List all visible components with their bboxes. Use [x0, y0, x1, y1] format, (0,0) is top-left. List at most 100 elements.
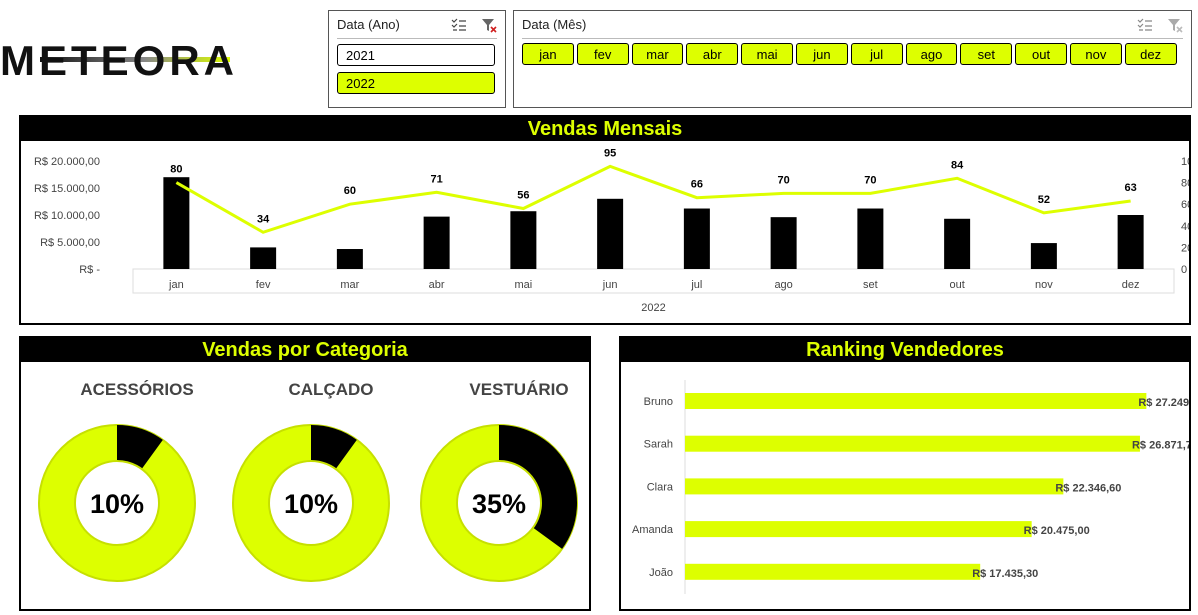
- target-line: [175, 164, 1131, 234]
- line-data-label-jun: 95: [604, 147, 616, 159]
- month-button-set[interactable]: set: [960, 43, 1013, 65]
- x-tick-dez: dez: [1122, 279, 1140, 291]
- line-data-label-ago: 70: [778, 174, 790, 186]
- x-tick-jul: jul: [690, 279, 702, 291]
- left-axis-tick: R$ -: [79, 264, 100, 276]
- category-axis-box: [132, 268, 1175, 294]
- multi-select-icon[interactable]: [451, 17, 467, 33]
- seller-name-4: João: [649, 567, 673, 579]
- right-axis-tick: 100: [1181, 156, 1189, 168]
- monthly-bar-set: [857, 208, 884, 269]
- line-data-label-set: 70: [864, 174, 876, 186]
- donut-percent-2: 35%: [472, 489, 526, 519]
- seller-value-3: R$ 20.475,00: [1024, 525, 1090, 537]
- donut-share-0: [116, 425, 163, 470]
- month-button-mai[interactable]: mai: [741, 43, 793, 65]
- x-tick-jan: jan: [168, 279, 184, 291]
- x-tick-fev: fev: [256, 279, 271, 291]
- monthly-bar-abr: [423, 216, 450, 269]
- donut-share-2: [498, 425, 577, 549]
- donut-label-2: VESTUÁRIO: [469, 380, 568, 399]
- seller-bar-2: [685, 478, 1064, 495]
- year-button-2021[interactable]: 2021: [337, 44, 495, 66]
- year-button-2022[interactable]: 2022: [337, 72, 495, 94]
- line-data-label-jan: 80: [170, 164, 182, 176]
- month-button-ago[interactable]: ago: [905, 43, 958, 65]
- monthly-bar-fev: [250, 247, 277, 269]
- x-tick-mai: mai: [515, 279, 533, 291]
- year-group-label: 2022: [641, 302, 665, 314]
- seller-bar-4: [685, 563, 981, 580]
- category-donuts: ACESSÓRIOS 10% CALÇADO 10% VESTUÁRIO 35%: [38, 380, 578, 582]
- month-button-nov[interactable]: nov: [1069, 43, 1122, 65]
- month-button-jul[interactable]: jul: [850, 43, 903, 65]
- monthly-bar-jul: [683, 208, 710, 269]
- seller-name-0: Bruno: [644, 396, 673, 408]
- seller-value-0: R$ 27.249,60: [1138, 397, 1189, 409]
- line-data-label-out: 84: [951, 159, 964, 171]
- month-button-jun[interactable]: jun: [795, 43, 848, 65]
- seller-name-2: Clara: [647, 481, 674, 493]
- clear-filter-icon[interactable]: [1167, 17, 1183, 33]
- monthly-sales-chart: R$ - R$ 5.000,00 R$ 10.000,00 R$ 15.000,00 R…: [34, 147, 1189, 314]
- seller-value-4: R$ 17.435,30: [972, 568, 1038, 580]
- right-axis-tick: 0: [1181, 264, 1187, 276]
- right-axis-tick: 80: [1181, 178, 1189, 190]
- x-tick-nov: nov: [1035, 279, 1053, 291]
- month-slicer: Data (Mês) jan fev mar abr mai jun jul ago set ou…: [513, 10, 1192, 108]
- seller-value-2: R$ 22.346,60: [1055, 482, 1121, 494]
- seller-bar-1: [685, 435, 1140, 452]
- seller-bar-3: [685, 521, 1032, 538]
- meteora-logo: METEORA: [0, 38, 238, 82]
- seller-bar-0: [685, 393, 1147, 409]
- donut-hole-1: [268, 460, 354, 546]
- right-axis-tick: 60: [1181, 199, 1189, 211]
- ranking-panel: Ranking Vendedores Bruno R$ 27.249,60 Sara…: [619, 336, 1191, 611]
- x-tick-mar: mar: [340, 279, 359, 291]
- month-button-out[interactable]: out: [1015, 43, 1067, 65]
- left-axis-tick: R$ 15.000,00: [34, 183, 100, 195]
- left-axis-tick: R$ 5.000,00: [40, 237, 100, 249]
- line-data-label-mar: 60: [344, 185, 356, 197]
- logo-text: METEORA: [0, 38, 238, 82]
- monthly-bar-ago: [770, 217, 797, 269]
- month-button-jan[interactable]: jan: [522, 43, 574, 65]
- seller-name-1: Sarah: [644, 439, 673, 451]
- monthly-bar-mar: [336, 249, 363, 269]
- donut-label-0: ACESSÓRIOS: [80, 380, 193, 399]
- left-axis-tick: R$ 10.000,00: [34, 210, 100, 222]
- year-slicer: Data (Ano) 2021 2022: [328, 10, 506, 108]
- donut-percent-0: 10%: [90, 489, 144, 519]
- right-axis-tick: 40: [1181, 221, 1189, 233]
- line-data-label-fev: 34: [257, 213, 270, 225]
- line-data-label-dez: 63: [1125, 182, 1137, 194]
- month-button-abr[interactable]: abr: [686, 43, 739, 65]
- seller-value-1: R$ 26.871,70: [1132, 440, 1189, 452]
- donut-percent-1: 10%: [284, 489, 338, 519]
- ranking-chart: Bruno R$ 27.249,60 Sarah R$ 26.871,70 Clara R…: [632, 380, 1189, 594]
- donut-hole-0: [74, 460, 160, 546]
- x-tick-set: set: [863, 279, 878, 291]
- monthly-bar-out: [944, 218, 971, 269]
- monthly-bar-dez: [1117, 215, 1144, 269]
- left-axis-tick: R$ 20.000,00: [34, 156, 100, 168]
- monthly-bar-jun: [597, 198, 624, 269]
- month-slicer-title: Data (Mês): [522, 17, 587, 32]
- line-data-label-nov: 52: [1038, 194, 1050, 206]
- month-button-fev[interactable]: fev: [576, 43, 629, 65]
- donut-hole-2: [456, 460, 542, 546]
- monthly-sales-title: Vendas Mensais: [21, 117, 1189, 141]
- category-title: Vendas por Categoria: [21, 338, 589, 362]
- line-data-label-abr: 71: [431, 173, 443, 185]
- multi-select-icon[interactable]: [1137, 17, 1153, 33]
- ranking-title: Ranking Vendedores: [621, 338, 1189, 362]
- monthly-bar-mai: [510, 211, 537, 269]
- x-tick-jun: jun: [602, 279, 618, 291]
- year-slicer-title: Data (Ano): [337, 17, 400, 32]
- line-data-label-jul: 66: [691, 179, 703, 191]
- month-button-dez[interactable]: dez: [1124, 43, 1177, 65]
- seller-name-3: Amanda: [632, 524, 674, 536]
- clear-filter-icon[interactable]: [481, 17, 497, 33]
- month-button-mar[interactable]: mar: [631, 43, 684, 65]
- monthly-bar-nov: [1030, 243, 1057, 269]
